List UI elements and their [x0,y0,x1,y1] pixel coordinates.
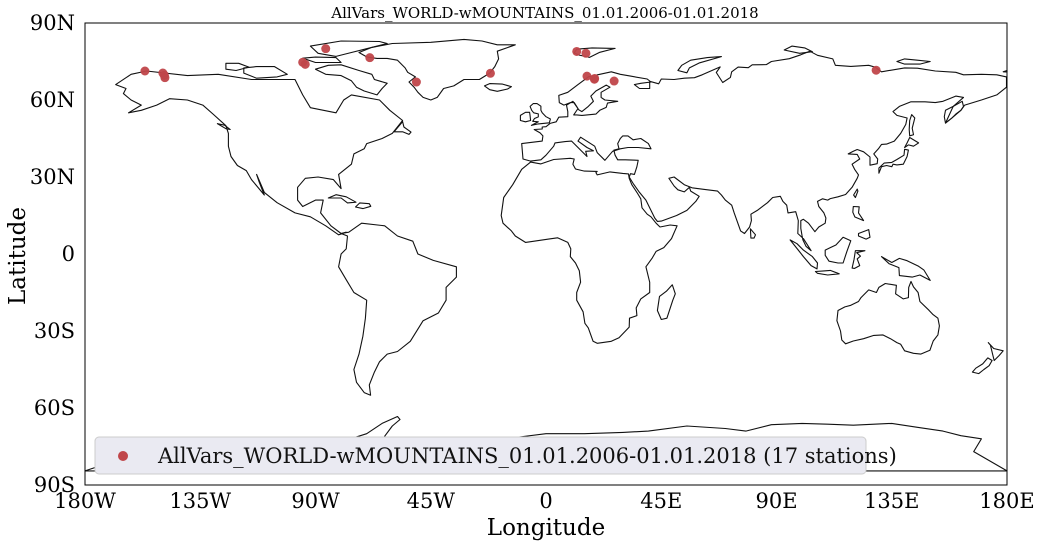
x-tick-label: 90W [291,489,340,513]
x-tick-label: 45E [640,489,682,513]
station-marker [582,71,592,81]
map-title: AllVars_WORLD-wMOUNTAINS_01.01.2006-01.0… [331,4,759,22]
x-tick-label: 135W [169,489,231,513]
africa-coast [500,157,678,344]
taiwan-coast [853,188,859,199]
baffin-island-coast [314,64,388,96]
x-tick-label: 135E [864,489,919,513]
x-tick-label: 180E [979,489,1034,513]
station-marker [300,59,310,69]
station-marker [572,46,582,56]
station-marker [871,65,881,75]
ellesmere-island-coast [309,40,388,57]
station-marker [609,76,619,86]
sakhalin-coast [908,114,916,137]
sulawesi-coast [851,250,866,269]
coastlines [84,38,1008,472]
sumatra-coast [789,239,819,270]
station-marker [589,74,599,84]
x-tick-label: 90E [755,489,797,513]
uk-coast [529,103,551,126]
madagascar-coast [656,284,676,321]
station-marker [321,44,331,54]
ireland-coast [519,111,532,123]
hispaniola-coast [354,202,372,210]
vancouver-island-coast [216,123,231,131]
new-guinea-coast [880,256,931,281]
iceland-coast [483,83,512,92]
north-america-coast [115,70,404,236]
greenland-coast [358,38,516,101]
station-marker [581,48,591,58]
novaya-zemlya-coast [677,56,722,74]
legend: AllVars_WORLD-wMOUNTAINS_01.01.2006-01.0… [94,436,897,475]
legend-label: AllVars_WORLD-wMOUNTAINS_01.01.2006-01.0… [157,444,897,468]
y-tick-label: 30N [30,165,75,189]
new-siberian-islands-coast [896,58,931,65]
legend-box [94,436,867,475]
japan-coast [878,148,909,174]
y-tick-label: 0 [62,242,75,266]
station-marker [485,68,495,78]
y-tick-label: 30S [34,319,75,343]
australia-coast [836,280,940,355]
philippines-mindanao-coast [857,229,871,240]
hokkaido-coast [904,136,920,149]
y-tick-labels: 90N 60N 30N 0 30S 60S 90S [30,11,75,497]
x-tick-label: 180W [54,489,116,513]
station-marker [140,66,150,76]
new-zealand-south-coast [971,357,993,375]
devon-island-coast [302,56,342,64]
y-tick-label: 60N [30,88,75,112]
newfoundland-coast [393,121,412,135]
y-axis-label: Latitude [5,207,31,305]
y-tick-label: 90S [34,473,75,497]
y-tick-label: 60S [34,396,75,420]
java-coast [814,269,840,276]
banks-island-coast [225,62,250,72]
sri-lanka-coast [749,228,757,239]
borneo-coast [824,236,852,264]
station-markers [140,44,881,87]
station-marker [411,77,421,87]
legend-marker [118,451,128,461]
station-marker [365,53,375,63]
x-tick-labels: 180W 135W 90W 45W 0 45E 90E 135E 180E [54,489,1035,513]
victoria-island-coast [243,66,288,79]
map-frame [84,22,1008,486]
eurasia-coast [521,50,1008,252]
kamchatka-coast [943,100,965,124]
severnaya-zemlya-coast [783,45,813,54]
x-tick-label: 0 [539,489,552,513]
philippines-luzon-coast [852,205,865,222]
x-tick-label: 45W [407,489,456,513]
cuba-coast [327,194,357,204]
south-america-coast [338,222,457,396]
wrangel-island-coast [1002,69,1008,73]
new-zealand-coast [987,342,1004,362]
x-axis-label: Longitude [487,515,605,541]
y-tick-label: 90N [30,11,75,35]
station-marker [160,73,170,83]
